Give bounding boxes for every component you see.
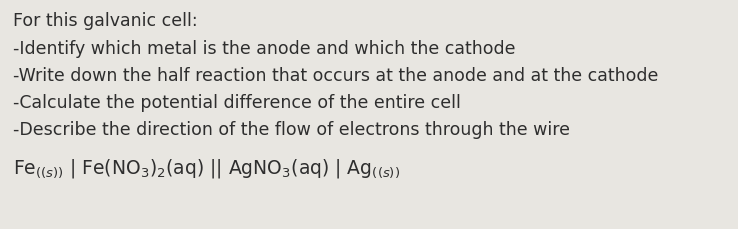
- Text: -Calculate the potential difference of the entire cell: -Calculate the potential difference of t…: [13, 94, 461, 112]
- Text: -Describe the direction of the flow of electrons through the wire: -Describe the direction of the flow of e…: [13, 120, 570, 138]
- Text: For this galvanic cell:: For this galvanic cell:: [13, 12, 198, 30]
- Text: -Identify which metal is the anode and which the cathode: -Identify which metal is the anode and w…: [13, 40, 516, 58]
- Text: Fe$_{((s))}$ | Fe(NO$_3$)$_2$(aq) || AgNO$_3$(aq) | Ag$_{((s))}$: Fe$_{((s))}$ | Fe(NO$_3$)$_2$(aq) || AgN…: [13, 156, 400, 179]
- Text: -Write down the half reaction that occurs at the anode and at the cathode: -Write down the half reaction that occur…: [13, 67, 658, 85]
